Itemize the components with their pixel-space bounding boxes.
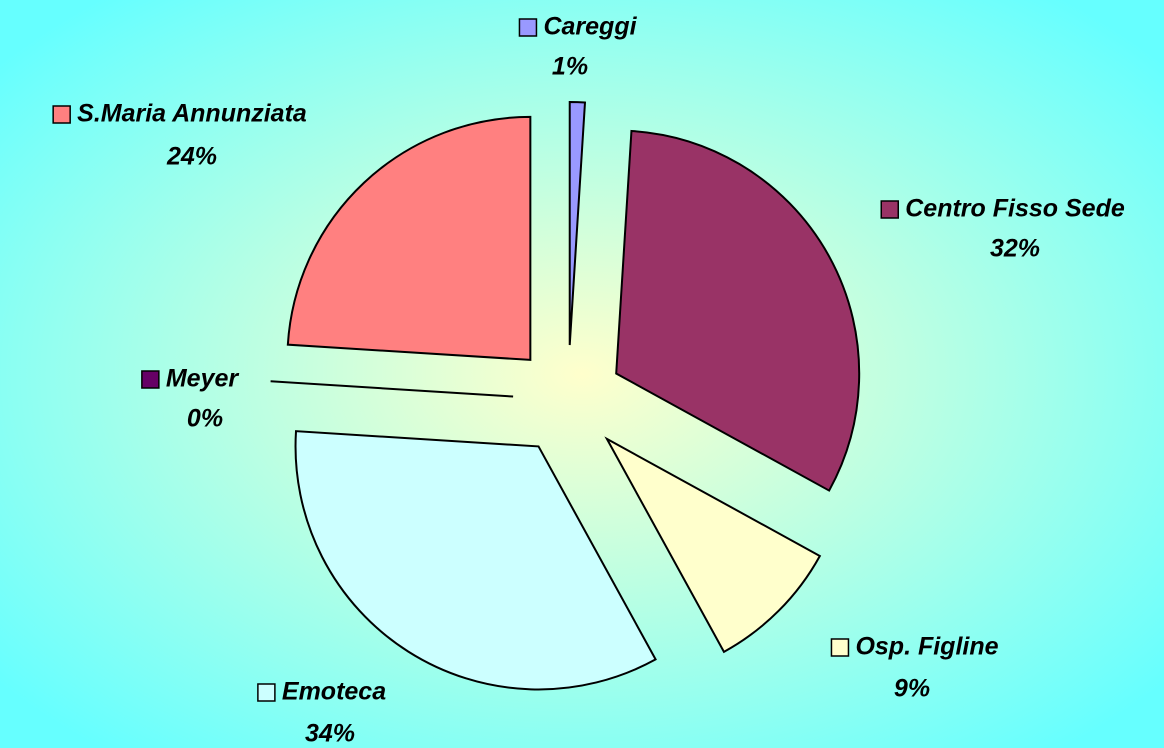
slice-label: S.Maria Annunziata xyxy=(77,100,307,128)
slice-value-label: 24% xyxy=(166,143,217,171)
legend-key xyxy=(257,683,276,702)
pie-slice xyxy=(615,129,861,492)
pie-slice xyxy=(286,115,532,361)
slice-label: Careggi xyxy=(543,13,637,41)
pie-slice xyxy=(604,436,822,654)
slice-label: Centro Fisso Sede xyxy=(905,195,1125,223)
slice-label: Osp. Figline xyxy=(855,633,998,661)
slice-label: Meyer xyxy=(166,365,240,393)
slice-value-label: 32% xyxy=(990,235,1040,263)
pie-slice xyxy=(568,101,587,346)
slice-value-label: 0% xyxy=(187,405,223,433)
legend-key xyxy=(52,105,71,124)
legend-key xyxy=(518,18,538,37)
pie-slice xyxy=(294,430,657,691)
legend-key xyxy=(830,638,850,657)
slice-value-label: 1% xyxy=(552,53,588,81)
legend-key xyxy=(880,200,899,219)
legend-key xyxy=(141,370,160,389)
slice-value-label: 34% xyxy=(305,720,355,748)
slice-label: Emoteca xyxy=(282,678,386,706)
slice-value-label: 9% xyxy=(894,675,930,703)
